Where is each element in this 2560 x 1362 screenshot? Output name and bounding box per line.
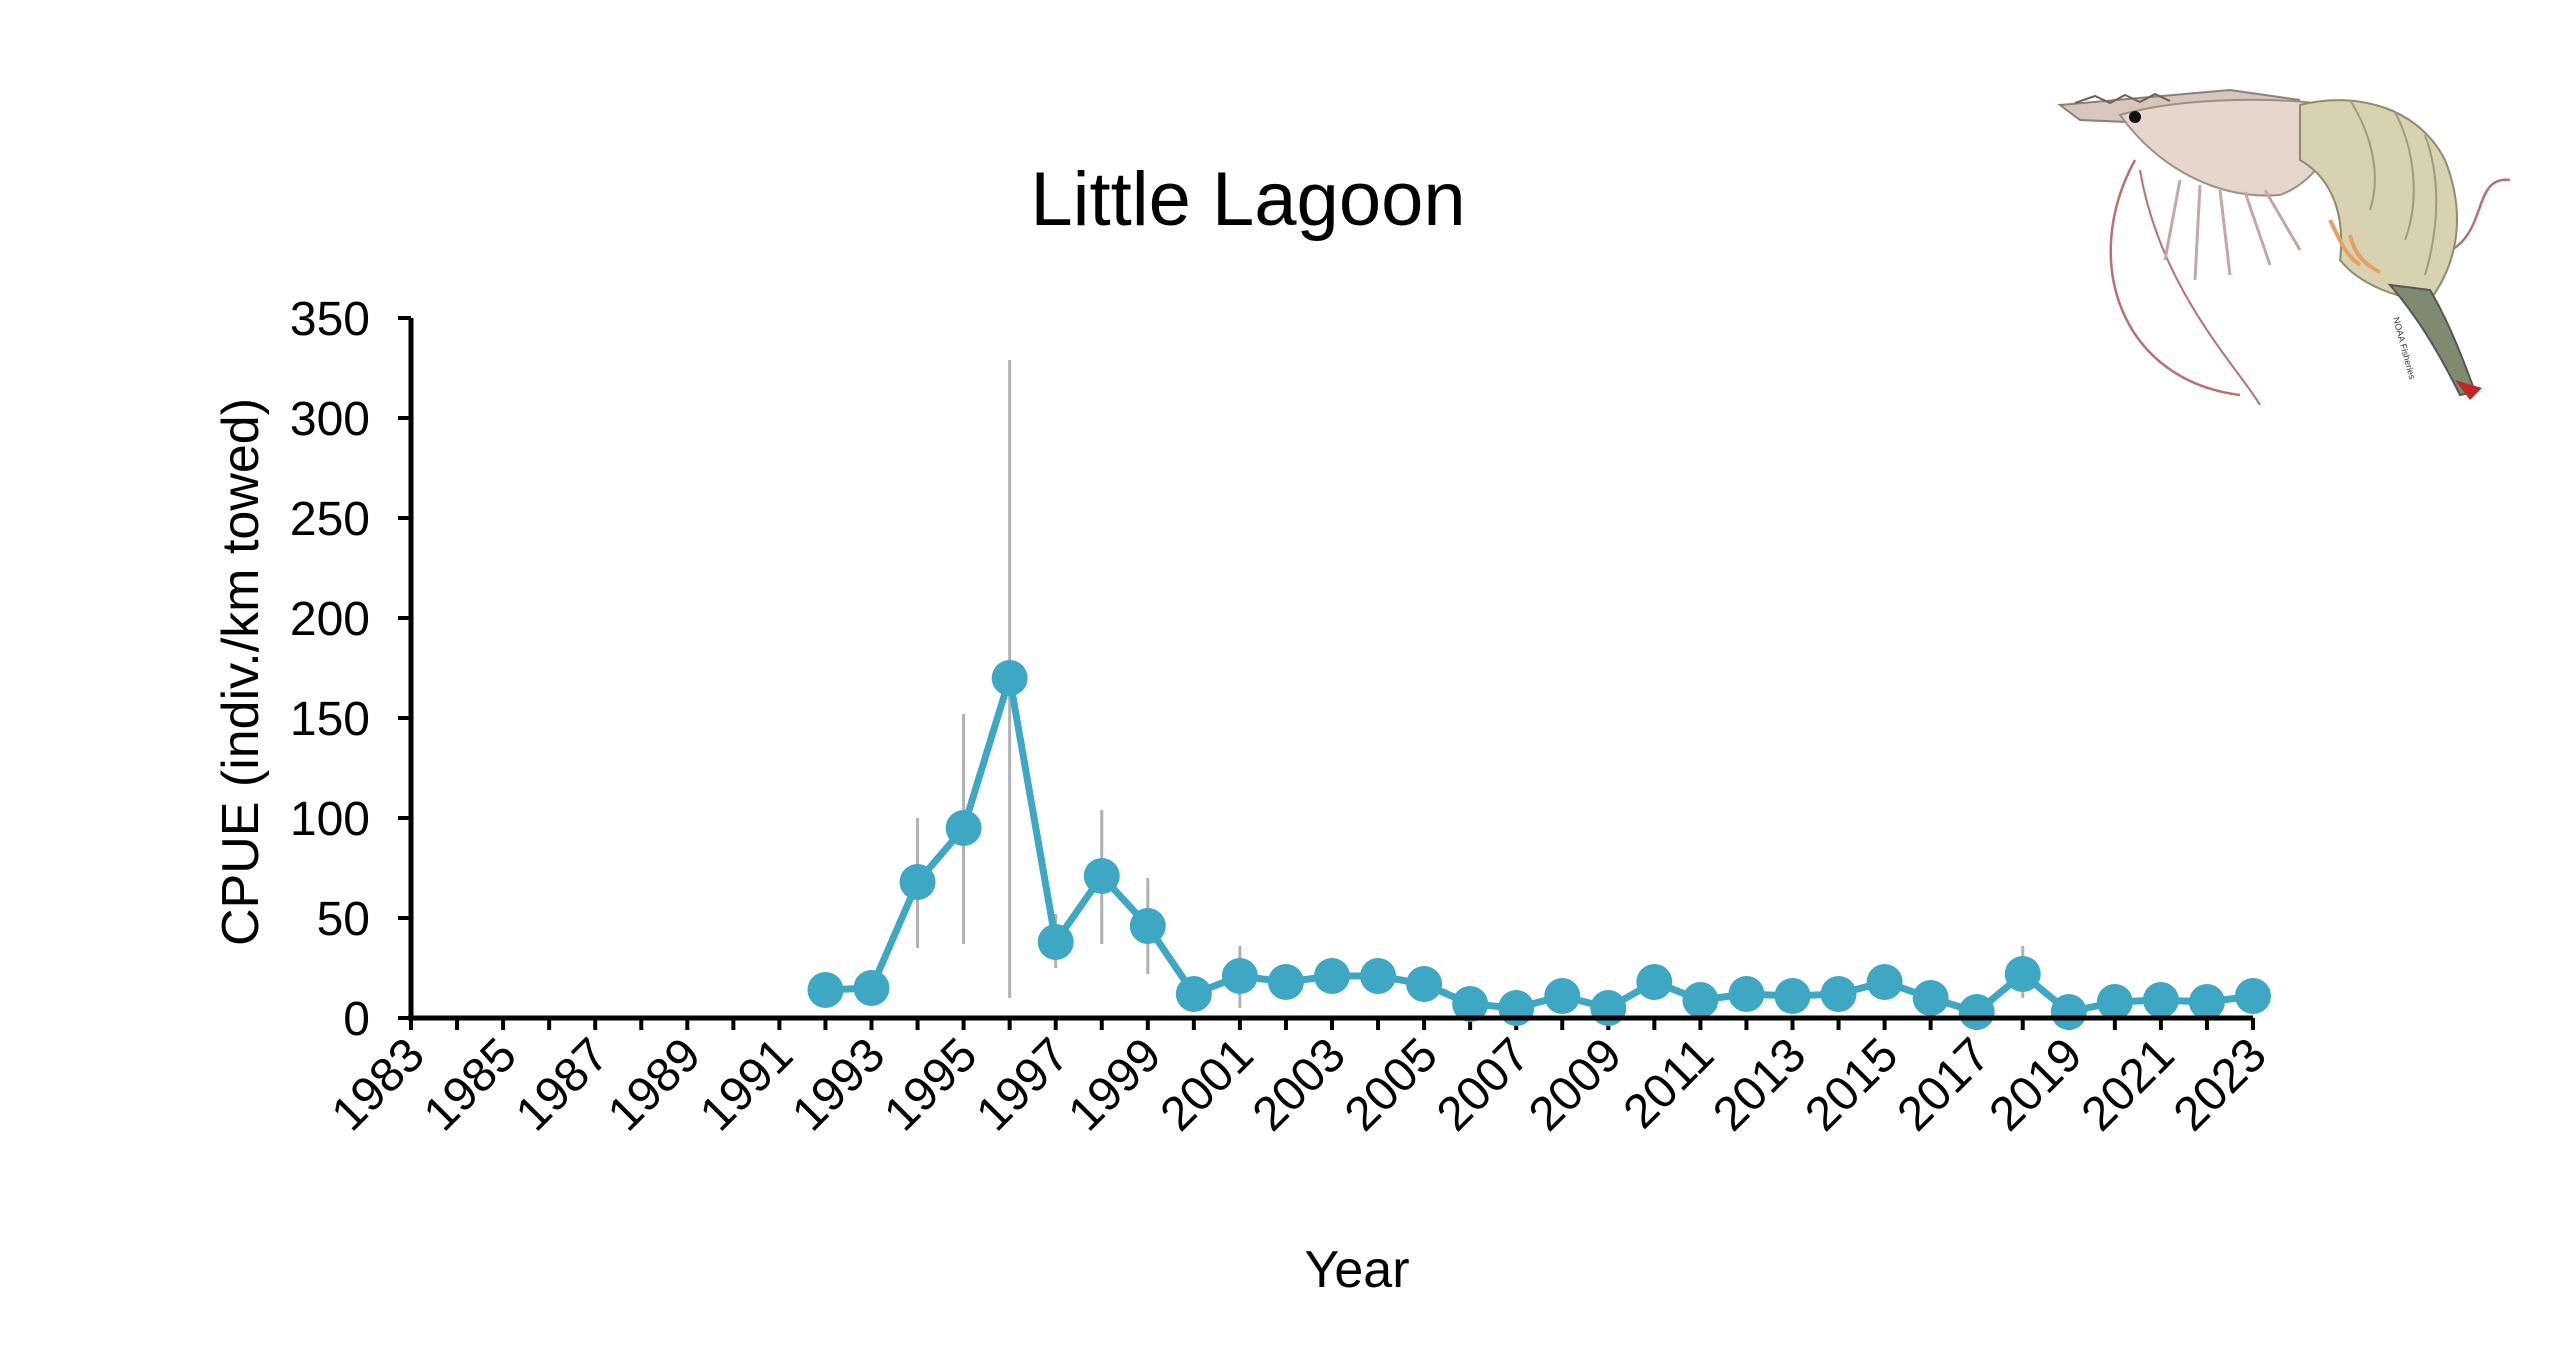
x-tick-label: 1989: [598, 1028, 711, 1141]
data-point: [1267, 964, 1304, 1000]
data-point: [2235, 978, 2271, 1014]
data-point: [1175, 976, 1212, 1012]
data-point: [1912, 980, 1949, 1016]
x-tick-label: 1999: [1059, 1028, 1172, 1141]
data-point: [899, 864, 936, 900]
data-point: [1221, 958, 1258, 994]
data-point: [1083, 858, 1120, 894]
y-tick-label: 150: [290, 693, 370, 746]
x-tick-label: 2003: [1243, 1028, 1356, 1141]
data-point: [1360, 958, 1397, 994]
image-credit: NOAA Fisheries: [2391, 316, 2417, 381]
x-tick-label: 2009: [1519, 1028, 1632, 1141]
y-tick-label: 200: [290, 593, 370, 646]
x-tick-label: 2007: [1427, 1028, 1540, 1141]
data-point: [1636, 964, 1673, 1000]
x-tick-label: 1995: [874, 1028, 987, 1141]
y-tick-label: 50: [317, 893, 370, 946]
data-point: [945, 810, 982, 846]
x-tick-label: 1993: [782, 1028, 895, 1141]
data-point: [991, 660, 1028, 696]
x-axis-label: Year: [1304, 1241, 1409, 1299]
x-tick-label: 2017: [1887, 1028, 2000, 1141]
x-tick-label: 2023: [2164, 1028, 2277, 1141]
data-point: [1498, 990, 1535, 1026]
data-point: [853, 970, 890, 1006]
data-point: [1728, 976, 1765, 1012]
data-point: [1544, 978, 1581, 1014]
y-tick-label: 0: [343, 993, 370, 1046]
y-tick-label: 100: [290, 793, 370, 846]
x-tick-label: 2021: [2072, 1028, 2185, 1141]
y-ticks: 0 50 100 150 200 250 300 350: [290, 293, 411, 1046]
shrimp-illustration: NOAA Fisheries: [2057, 88, 2511, 406]
data-point: [2004, 956, 2041, 992]
chart-title: Little Lagoon: [1030, 157, 1465, 242]
x-tick-label: 2001: [1151, 1028, 1264, 1141]
y-axis-label: CPUE (indiv./km towed): [212, 398, 270, 946]
data-point: [1452, 986, 1489, 1022]
error-bars: [916, 360, 2025, 1008]
x-tick-label: 1985: [414, 1028, 527, 1141]
data-point: [807, 972, 844, 1008]
x-tick-label: 1987: [506, 1028, 619, 1141]
x-tick-label: 2011: [1614, 1028, 1724, 1138]
data-point: [1037, 924, 1074, 960]
data-point: [1866, 964, 1903, 1000]
data-point: [2050, 994, 2087, 1030]
data-point: [1406, 966, 1443, 1002]
series-line: [825, 674, 2254, 1016]
x-tick-label: 1983: [322, 1028, 435, 1141]
x-ticks: 1983198519871989199119931995199719992001…: [322, 1018, 2277, 1141]
x-tick-label: 2013: [1703, 1028, 1816, 1141]
x-tick-label: 1997: [966, 1028, 1079, 1141]
y-tick-label: 250: [290, 493, 370, 546]
data-point: [1774, 978, 1811, 1014]
data-point: [2096, 984, 2133, 1020]
x-tick-label: 2019: [1980, 1028, 2093, 1141]
data-point: [1314, 958, 1350, 994]
x-tick-label: 2005: [1335, 1028, 1448, 1141]
data-point: [1820, 976, 1857, 1012]
y-tick-label: 300: [290, 393, 370, 446]
data-points: [807, 660, 2271, 1030]
series-line-group: [825, 674, 2254, 1016]
y-tick-label: 350: [290, 293, 370, 346]
data-point: [1958, 994, 1995, 1030]
x-tick-label: 1991: [690, 1028, 803, 1141]
data-point: [2142, 982, 2179, 1018]
data-point: [2188, 984, 2225, 1020]
x-tick-label: 2015: [1795, 1028, 1908, 1141]
data-point: [1590, 990, 1627, 1026]
data-point: [1129, 908, 1166, 944]
data-point: [1682, 982, 1719, 1018]
